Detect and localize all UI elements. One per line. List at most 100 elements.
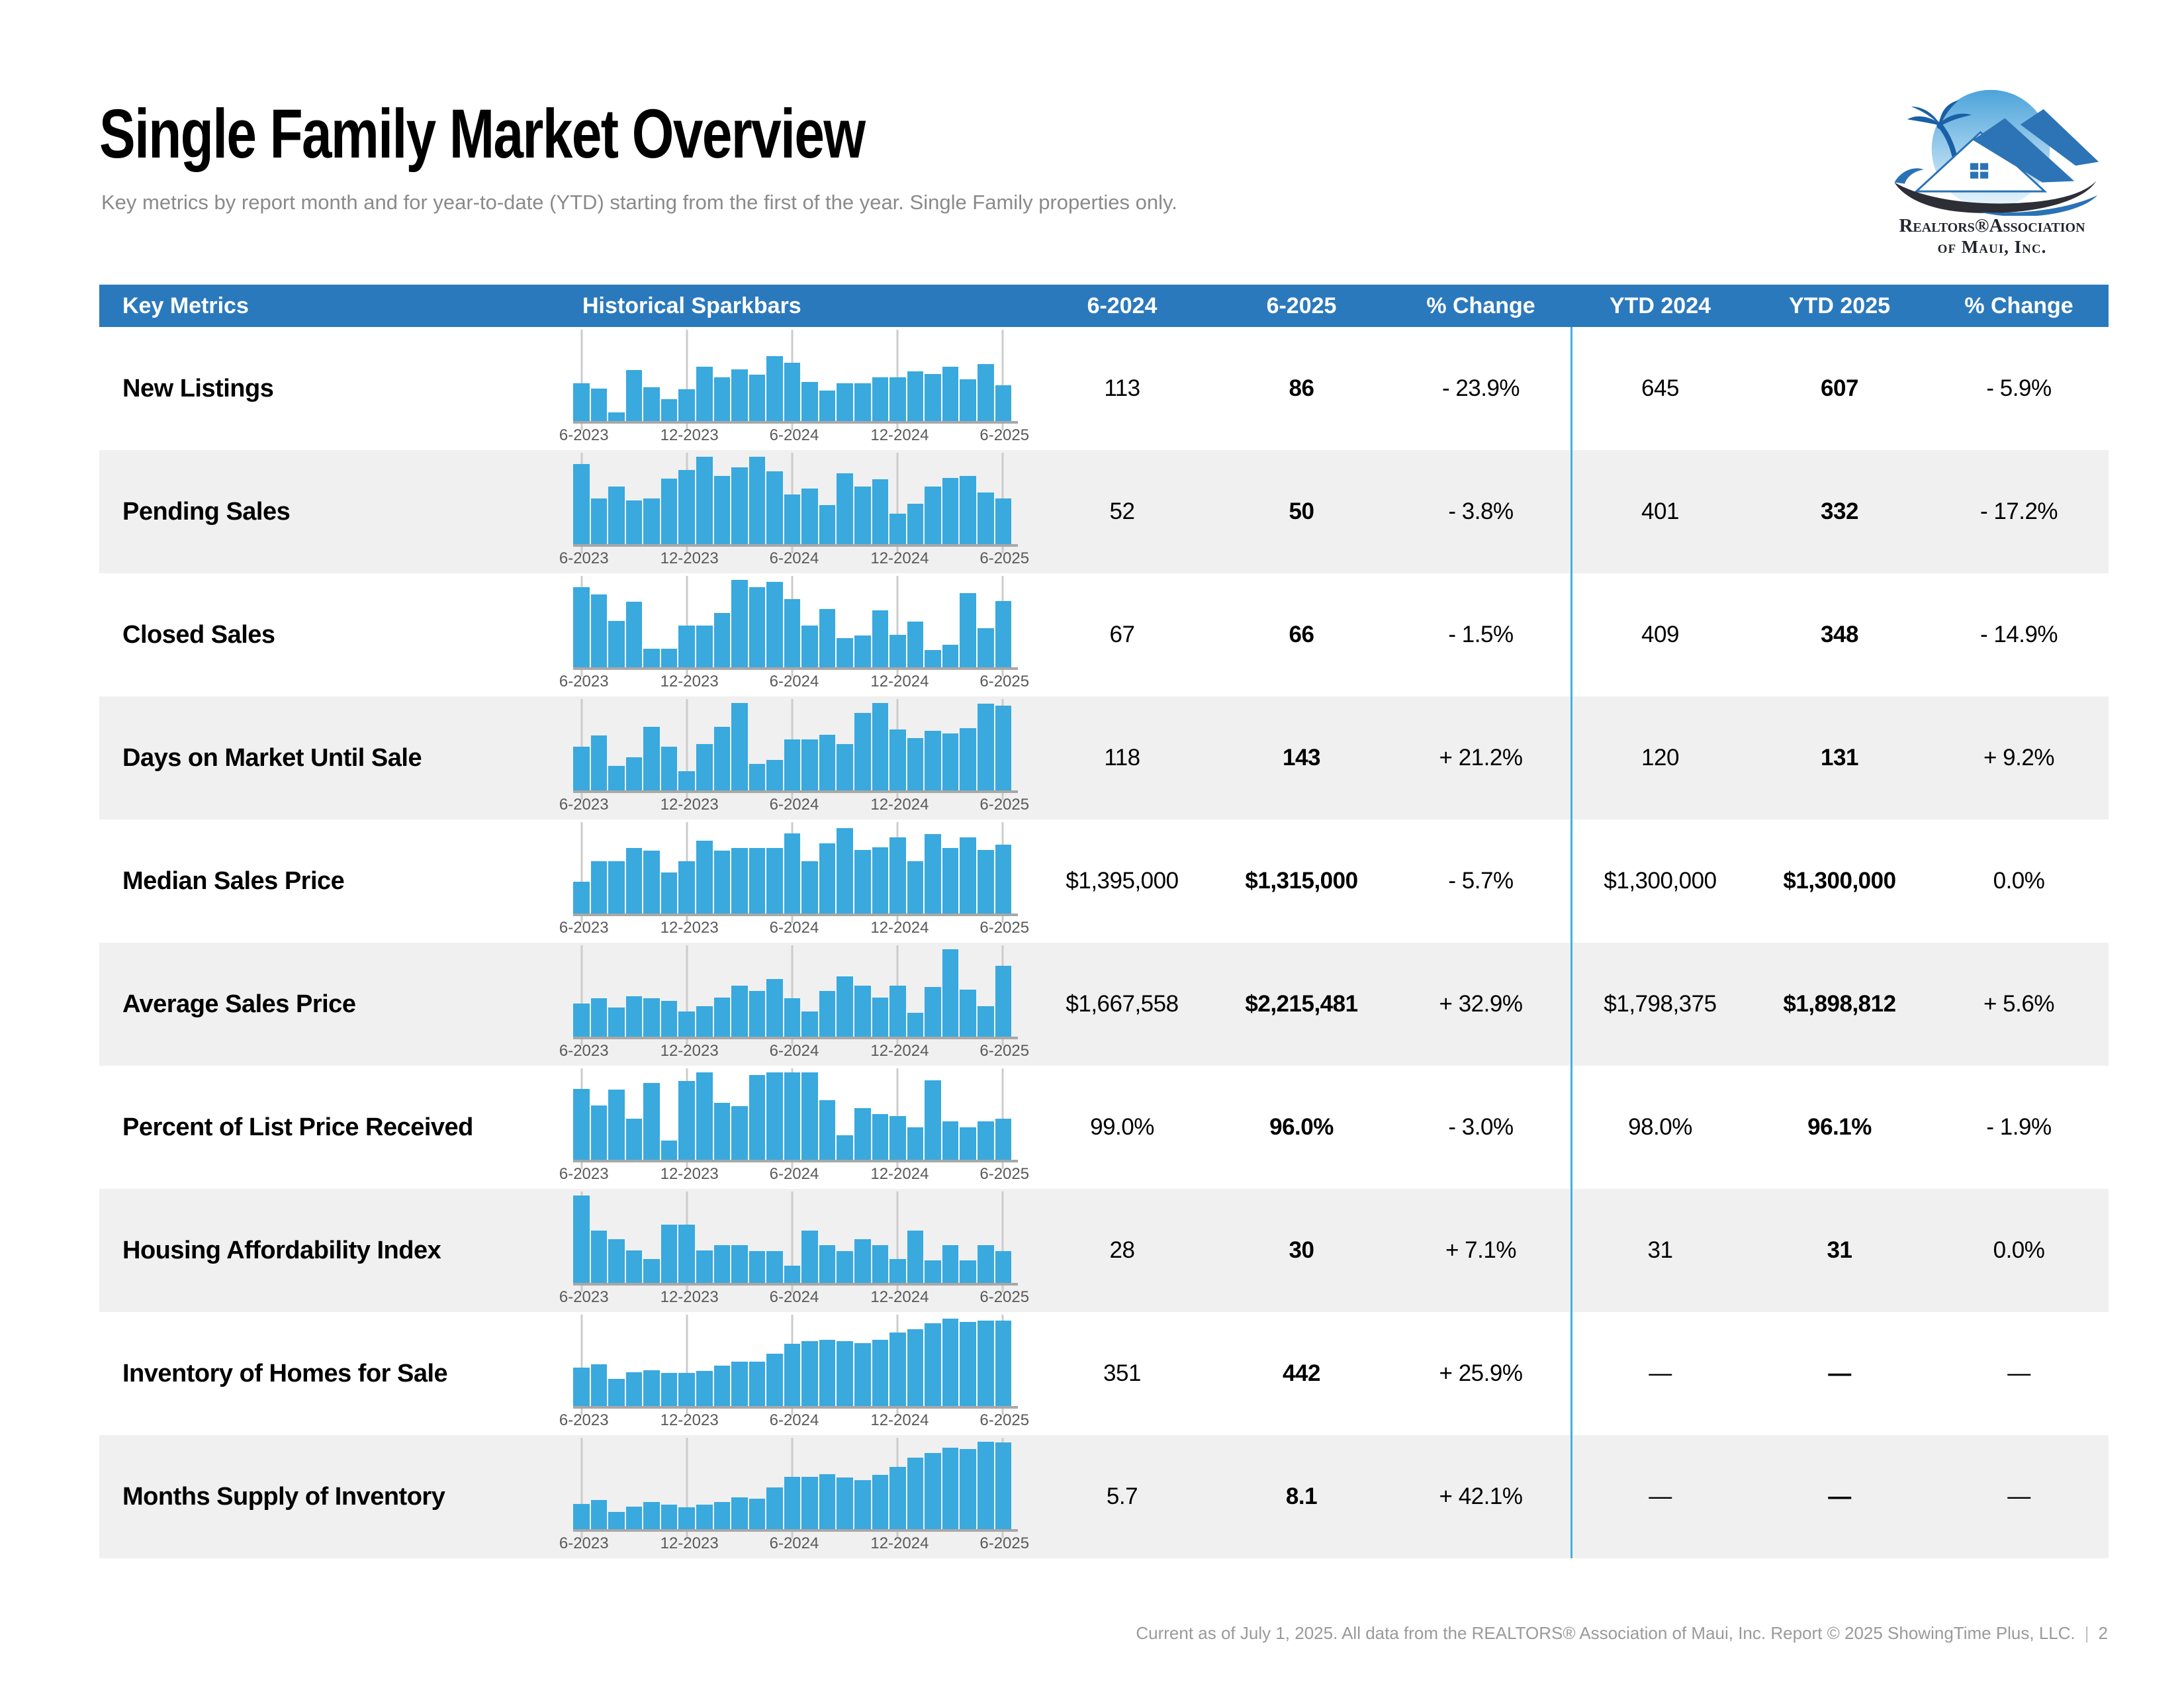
sparkbar-chart xyxy=(573,822,1018,923)
spark-bar xyxy=(784,833,801,914)
value-ytd2024: $1,798,375 xyxy=(1604,991,1717,1017)
spark-baseline xyxy=(573,421,1018,424)
spark-bar xyxy=(590,735,608,790)
spark-bar xyxy=(713,1245,731,1283)
value-pct: + 32.9% xyxy=(1439,991,1523,1017)
spark-bar xyxy=(608,1511,625,1529)
value-ytd_pct: - 5.9% xyxy=(1986,375,2052,401)
spark-bar xyxy=(678,1507,695,1529)
spark-bar xyxy=(766,1487,783,1529)
spark-bar xyxy=(925,1080,941,1160)
spark-axis-label: 12-2024 xyxy=(870,426,929,444)
spark-bar xyxy=(678,861,695,914)
spark-axis-label: 12-2023 xyxy=(660,1042,719,1060)
spark-bar xyxy=(608,412,625,421)
spark-bars xyxy=(573,703,1012,790)
spark-bar xyxy=(854,383,871,421)
spark-axis-label: 12-2024 xyxy=(870,673,929,690)
spark-baseline xyxy=(573,1283,1018,1286)
spark-bar xyxy=(872,1245,889,1283)
spark-bar xyxy=(713,377,731,421)
spark-bar xyxy=(995,844,1012,914)
value-ytd2024: 409 xyxy=(1641,622,1679,647)
spark-bar xyxy=(625,1506,643,1529)
spark-bar xyxy=(977,849,994,914)
sparkbar-cell: 6-2023 12-2023 6-2024 12-2024 6-2025 xyxy=(559,1189,1032,1312)
spark-bar xyxy=(925,1260,941,1283)
metrics-table: Key Metrics Historical Sparkbars 6-2024 … xyxy=(99,285,2109,1558)
spark-bar xyxy=(573,747,590,790)
sparkbar-chart xyxy=(573,453,1018,553)
value-ytd2025: 607 xyxy=(1821,375,1858,401)
spark-bar xyxy=(942,1319,959,1406)
spark-bar xyxy=(942,1121,959,1160)
value-ytd_pct: 0.0% xyxy=(1993,1237,2045,1263)
spark-axis-label: 6-2024 xyxy=(769,1534,819,1552)
spark-bar xyxy=(625,757,643,790)
spark-bar xyxy=(625,602,643,667)
table-row: Pending Sales 6-2023 12-2023 6-2024 12-2024 6… xyxy=(99,450,2109,573)
spark-bar xyxy=(995,600,1012,667)
spark-axis-label: 12-2023 xyxy=(660,796,719,814)
spark-gridline xyxy=(686,1438,688,1538)
sparkbar-chart xyxy=(573,330,1018,430)
spark-bar xyxy=(907,1230,924,1283)
spark-bar xyxy=(590,998,608,1037)
spark-bar xyxy=(749,1074,766,1160)
spark-bar xyxy=(590,861,608,914)
spark-bar xyxy=(660,872,678,914)
spark-bar xyxy=(942,1448,959,1529)
spark-axis-label: 12-2024 xyxy=(870,796,929,814)
spark-bar xyxy=(590,1364,608,1406)
spark-bar xyxy=(749,1498,766,1529)
spark-bar xyxy=(625,500,643,544)
wave-swoosh-blue xyxy=(1979,195,2098,217)
spark-bar xyxy=(713,726,731,790)
spark-bar xyxy=(837,827,853,914)
spark-bar xyxy=(590,1500,608,1529)
value-pct: - 5.7% xyxy=(1448,868,1514,894)
spark-bar xyxy=(766,471,783,544)
spark-bar xyxy=(801,488,818,544)
value-pct: - 3.0% xyxy=(1448,1114,1514,1140)
spark-bar xyxy=(573,586,590,667)
spark-bar xyxy=(784,739,801,790)
value-v2024: 99.0% xyxy=(1090,1114,1154,1140)
spark-bar xyxy=(643,850,660,914)
spark-bar xyxy=(643,387,660,421)
spark-gridline xyxy=(580,330,583,430)
spark-axis-label: 12-2024 xyxy=(870,1288,929,1306)
spark-bar xyxy=(925,986,941,1037)
spark-axis-label: 6-2023 xyxy=(559,1411,609,1429)
spark-bar xyxy=(801,381,818,421)
spark-bar xyxy=(643,649,660,667)
spark-axis-labels: 6-2023 12-2023 6-2024 12-2024 6-2025 xyxy=(559,1534,1029,1554)
value-pct: - 23.9% xyxy=(1441,375,1520,401)
spark-bar xyxy=(678,1224,695,1283)
sparkbar-chart xyxy=(573,1068,1018,1169)
value-ytd2024: — xyxy=(1649,1360,1672,1386)
value-ytd2025: — xyxy=(1828,1360,1851,1386)
spark-bar xyxy=(889,837,906,914)
spark-axis-label: 6-2025 xyxy=(979,673,1030,690)
spark-bar xyxy=(749,1361,766,1406)
value-ytd2024: $1,300,000 xyxy=(1604,868,1717,894)
spark-gridline xyxy=(1001,1192,1004,1292)
spark-bar xyxy=(872,847,889,914)
table-row: Median Sales Price 6-2023 12-2023 6-2024 12-… xyxy=(99,820,2109,943)
spark-axis-label: 6-2023 xyxy=(559,796,609,814)
spark-axis-label: 12-2023 xyxy=(660,426,719,444)
table-row: Average Sales Price 6-2023 12-2023 6-2024 12… xyxy=(99,943,2109,1066)
spark-bar xyxy=(995,1118,1012,1160)
spark-bar xyxy=(696,1006,713,1037)
spark-axis-label: 6-2025 xyxy=(979,1411,1030,1429)
metric-label: Closed Sales xyxy=(122,620,275,649)
value-v2025: 8.1 xyxy=(1285,1483,1318,1509)
value-pct: + 7.1% xyxy=(1445,1237,1516,1263)
spark-bar xyxy=(660,1224,678,1283)
value-pct: + 21.2% xyxy=(1439,745,1523,771)
spark-bars xyxy=(573,457,1012,544)
spark-bar xyxy=(960,379,976,421)
value-ytd2024: 645 xyxy=(1641,375,1679,401)
spark-bar xyxy=(643,1502,660,1529)
